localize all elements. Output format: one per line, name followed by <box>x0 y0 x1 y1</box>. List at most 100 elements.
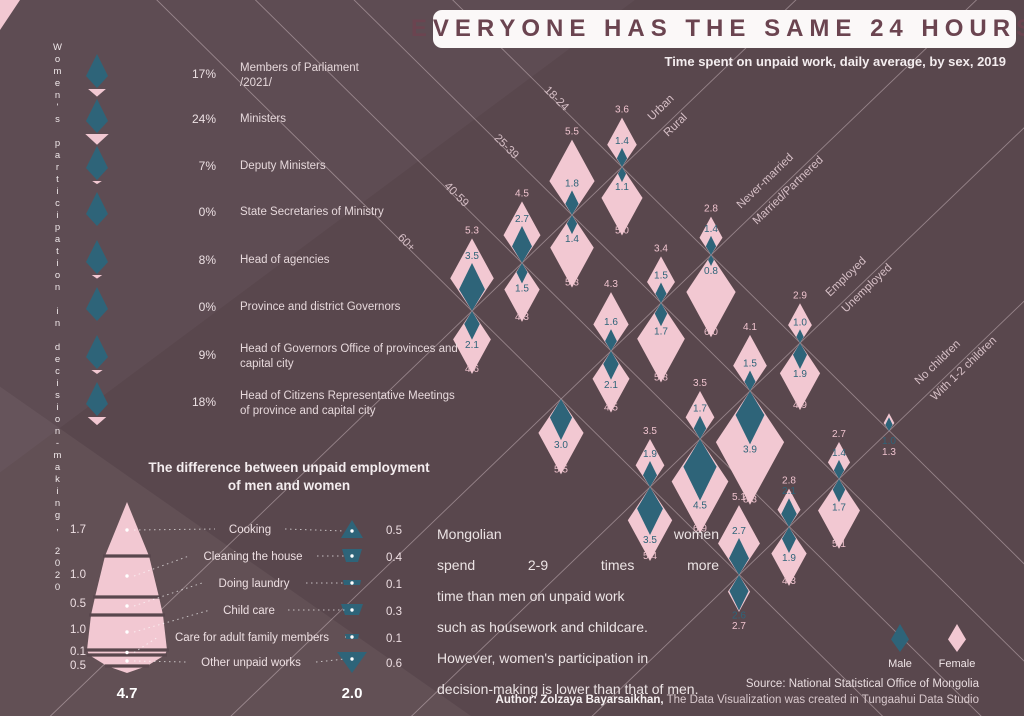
male-value: 1.9 <box>793 369 807 380</box>
men-piece <box>341 604 363 615</box>
female-value: 5.3 <box>465 225 479 236</box>
male-kite <box>86 99 108 133</box>
female-value: 6.0 <box>704 327 718 338</box>
title-banner: EVERYONE HAS THE SAME 24 HOURS <box>411 10 1024 48</box>
female-value: 5.0 <box>615 226 629 237</box>
men-value: 0.6 <box>386 658 402 670</box>
decision-row: 9% Head of Governors Office of provinces… <box>82 329 458 383</box>
female-diamond <box>592 351 630 413</box>
women-value: 1.0 <box>70 624 86 636</box>
annotation-line: decision-making is lower than that of me… <box>437 681 699 697</box>
male-value: 2.1 <box>604 380 618 391</box>
female-diamond <box>607 117 637 167</box>
male-kite <box>86 192 108 226</box>
men-value: 0.4 <box>386 552 403 564</box>
corner-triangle-decoration <box>0 0 20 30</box>
female-value: 4.1 <box>743 322 757 333</box>
male-diamond <box>516 263 528 284</box>
decision-label: Members of Parliament/2021/ <box>240 62 359 89</box>
difference-item-label: Other unpaid works <box>201 657 301 669</box>
men-value: 0.3 <box>386 606 402 618</box>
decision-pct: 17% <box>191 67 216 81</box>
leader-left <box>133 660 187 663</box>
men-piece-dot <box>350 581 354 585</box>
male-value: 1.9 <box>782 553 796 564</box>
female-diamond <box>601 167 643 236</box>
male-value: 1.4 <box>704 224 718 235</box>
female-value: 4.3 <box>515 312 529 323</box>
difference-chart-title: The difference between unpaid employment… <box>148 459 430 495</box>
category-axis-label: Urban <box>646 93 677 123</box>
men-piece <box>345 634 359 639</box>
men-piece-dot <box>350 529 354 533</box>
male-value: 1.8 <box>565 178 579 189</box>
male-kite <box>86 287 108 321</box>
female-diamond <box>779 343 821 411</box>
female-value: 2.8 <box>704 204 718 215</box>
female-value: 5.5 <box>554 464 568 475</box>
male-value: 3.0 <box>554 440 568 451</box>
female-value: 3.4 <box>654 243 668 254</box>
decision-pct: 9% <box>198 348 216 362</box>
decision-axis-label: Women's participation in decision-making… <box>52 42 63 594</box>
decision-row: 18% Head of Citizens Representative Meet… <box>82 376 455 430</box>
male-value: 3.9 <box>743 444 757 455</box>
leader-right <box>284 528 346 532</box>
leader-left <box>133 582 203 607</box>
category-axis-label: Married/Partnered <box>751 154 826 227</box>
male-diamond <box>708 255 714 266</box>
female-value: 4.5 <box>604 403 618 414</box>
male-diamond <box>655 282 667 303</box>
legend-male-label: Male <box>888 658 912 670</box>
decision-row: 7% Deputy Ministers <box>82 140 442 194</box>
female-value: 5.5 <box>565 127 579 138</box>
female-value: 4.5 <box>515 188 529 199</box>
kite-icon <box>86 240 108 279</box>
decision-pct: 24% <box>191 112 216 126</box>
decision-label: Ministers <box>240 113 287 125</box>
male-diamond <box>796 329 804 343</box>
female-tip <box>88 89 106 97</box>
female-value: 5.8 <box>654 372 668 383</box>
male-diamond <box>781 498 797 527</box>
male-value: 1.0 <box>882 436 896 447</box>
annotation-line: spend 2-9 times more <box>437 557 719 573</box>
male-diamond <box>729 538 749 575</box>
men-total: 2.0 <box>342 685 363 702</box>
female-diamond <box>637 303 685 383</box>
annotation-line: such as housework and childcare. <box>437 619 648 635</box>
women-band-dot <box>125 574 129 578</box>
women-band-dot <box>125 650 129 655</box>
kite-icon <box>86 54 108 97</box>
female-diamond <box>827 442 851 479</box>
author-text: Author: Zolzaya Bayarsaikhan, The Data V… <box>496 694 979 706</box>
male-diamond <box>549 399 573 441</box>
male-value: 1.7 <box>693 404 707 415</box>
decision-pct: 0% <box>198 205 216 219</box>
female-value: 5.3 <box>565 278 579 289</box>
decision-label: Deputy Ministers <box>240 160 326 172</box>
male-value: 0.8 <box>704 266 718 277</box>
female-diamond <box>733 334 767 391</box>
female-value: 5.1 <box>732 492 746 503</box>
difference-item-label: Doing laundry <box>219 578 290 590</box>
category-axis-label: Employed <box>824 255 869 299</box>
female-diamond <box>635 439 665 487</box>
female-diamond <box>818 479 860 549</box>
male-value: 1.7 <box>654 326 668 337</box>
female-tip <box>91 370 103 375</box>
kite-icon <box>86 192 108 226</box>
male-value: 4.5 <box>693 501 707 512</box>
decision-row: 17% Members of Parliament/2021/ <box>82 48 442 102</box>
women-value: 0.5 <box>70 660 86 672</box>
decision-pct: 7% <box>198 159 216 173</box>
male-diamond <box>616 147 628 167</box>
male-diamond <box>512 226 532 263</box>
annotation-line: Mongolian women <box>437 526 719 542</box>
female-diamond <box>549 139 595 215</box>
female-value: 1.3 <box>882 447 896 458</box>
women-value: 0.5 <box>70 598 86 610</box>
female-diamond <box>686 255 736 338</box>
page-title: EVERYONE HAS THE SAME 24 HOURS <box>410 15 1024 42</box>
male-kite <box>86 382 108 416</box>
